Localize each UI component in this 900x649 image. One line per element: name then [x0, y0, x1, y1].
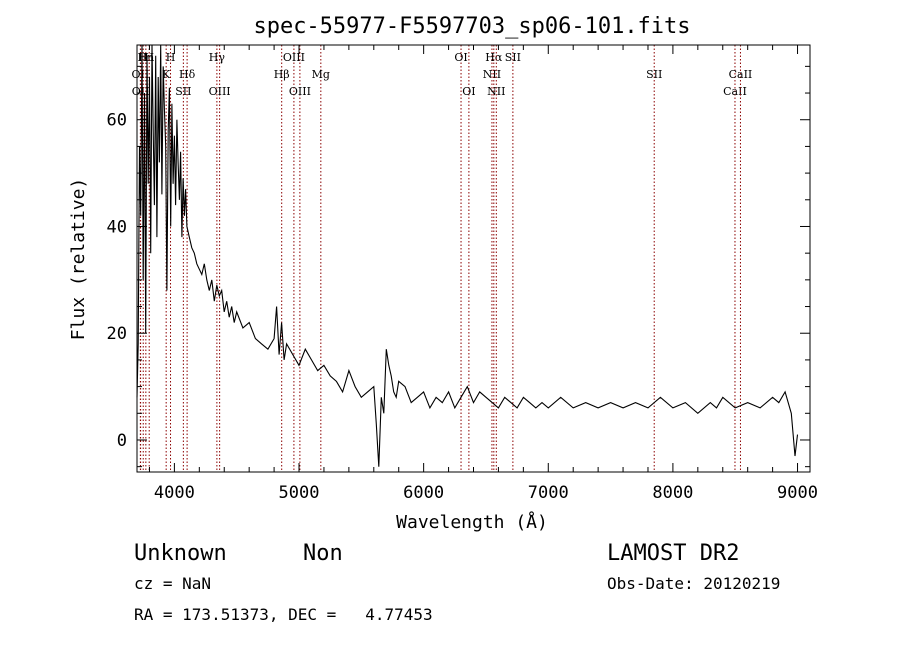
y-axis-label: Flux (relative): [68, 178, 89, 341]
y-tick-label: 60: [107, 111, 127, 131]
redshift-text: cz = NaN: [134, 574, 211, 593]
line-marker-label: Hδ: [179, 68, 196, 81]
line-marker-label: NII: [483, 68, 501, 81]
line-marker-label: H: [144, 51, 154, 64]
line-marker-label: Hγ: [209, 51, 226, 64]
y-tick-label: 40: [107, 217, 127, 237]
line-marker-label: Mg: [312, 68, 330, 81]
line-marker-label: OI: [462, 85, 475, 98]
line-marker-label: OI: [454, 51, 467, 64]
emission-line-markers: OIIOIIHHnHKHSIIHδHγOIIIHβOIIIOIIIMgOIOIN…: [132, 45, 753, 472]
x-axis-ticks: 4000 5000 6000 7000 8000 9000: [148, 45, 818, 503]
subclass-label: Non: [303, 541, 343, 566]
y-axis-ticks: 0 20 40 60: [107, 65, 810, 468]
line-marker-label: SII: [175, 85, 191, 98]
obs-date-text: Obs-Date: 20120219: [607, 574, 780, 593]
x-tick-label: 9000: [777, 483, 818, 503]
line-marker-label: CaII: [723, 85, 747, 98]
line-marker-label: CaII: [729, 68, 753, 81]
line-marker-label: Hα: [485, 51, 503, 64]
line-marker-label: OIII: [289, 85, 311, 98]
x-axis-label: Wavelength (Å): [396, 511, 548, 533]
line-marker-label: OIII: [209, 85, 231, 98]
line-marker-label: H: [166, 51, 176, 64]
line-marker-label: K: [162, 68, 171, 81]
y-tick-label: 0: [117, 431, 127, 451]
y-tick-label: 20: [107, 324, 127, 344]
class-label: Unknown: [134, 541, 227, 566]
survey-label: LAMOST DR2: [607, 541, 739, 566]
x-tick-label: 8000: [652, 483, 693, 503]
spectrum-series-line: [136, 44, 799, 467]
x-tick-label: 7000: [528, 483, 569, 503]
line-marker-label: OIII: [283, 51, 305, 64]
line-marker-label: Hβ: [274, 68, 290, 81]
x-tick-label: 6000: [403, 483, 444, 503]
x-tick-label: 5000: [279, 483, 320, 503]
x-tick-label: 4000: [154, 483, 195, 503]
line-marker-label: H: [138, 51, 148, 64]
plot-area: [136, 44, 799, 467]
line-marker-label: SII: [646, 68, 662, 81]
line-marker-label: SII: [505, 51, 521, 64]
chart-title: spec-55977-F5597703_sp06-101.fits: [253, 14, 690, 39]
plot-frame: [136, 44, 811, 473]
line-marker-label: NII: [487, 85, 505, 98]
radec-text: RA = 173.51373, DEC = 4.77453: [134, 605, 433, 624]
